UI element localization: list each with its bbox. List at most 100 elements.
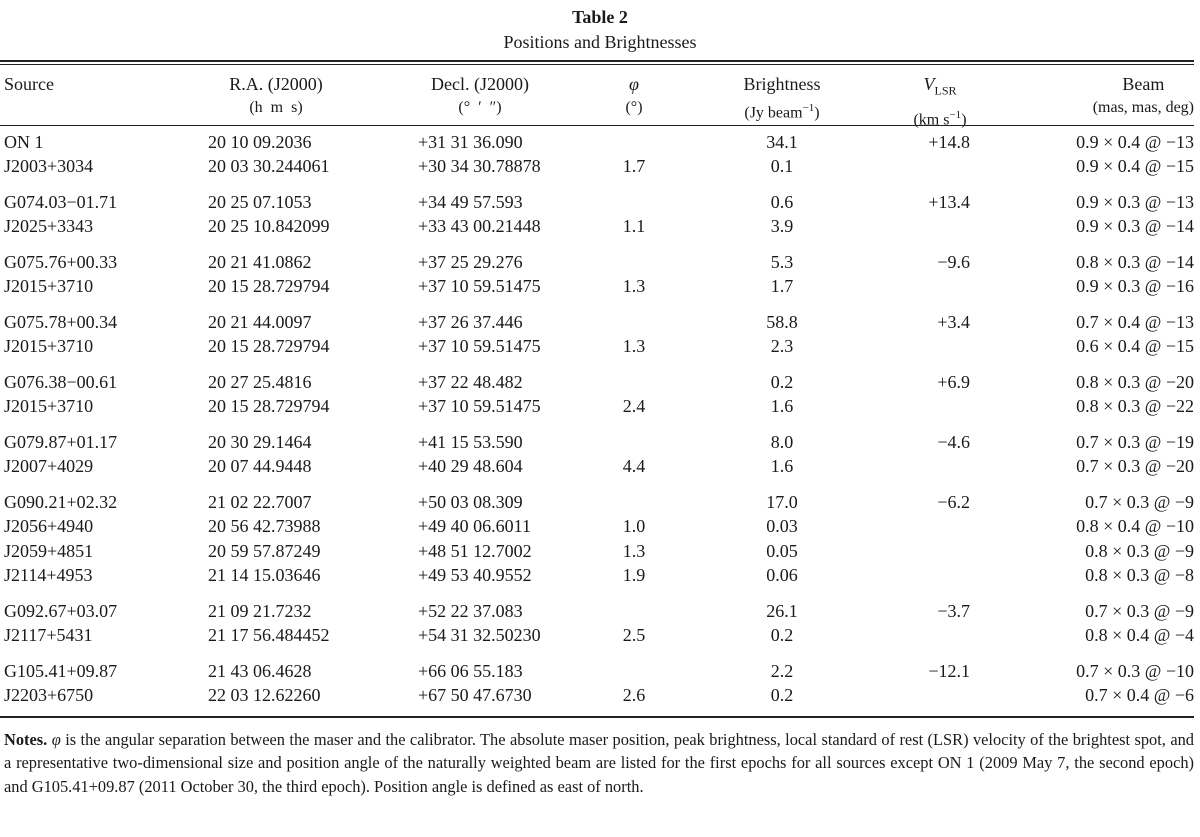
- dec-cell: +40 29 48.604: [418, 456, 523, 477]
- brightness-cell: 17.0: [766, 492, 798, 512]
- ra-cell: 20 07 44.9448: [208, 456, 312, 477]
- source-cell: G105.41+09.87: [4, 660, 118, 681]
- beam-cell: 0.8 × 0.4 @ −4: [1085, 624, 1194, 645]
- bottom-rule: [0, 716, 1194, 718]
- brightness-cell: 2.2: [770, 660, 794, 681]
- brightness-cell: 1.7: [770, 276, 794, 297]
- beam-cell: 0.9 × 0.3 @ −14: [1076, 216, 1194, 237]
- beam-cell: 0.9 × 0.4 @ −13: [1076, 132, 1194, 152]
- ra-cell: 20 10 09.2036: [208, 132, 312, 152]
- table-row: J2117+5431 21 17 56.484452 +54 31 32.50230…: [0, 623, 1200, 648]
- table-row: J2015+3710 20 15 28.729794 +37 10 59.51475…: [0, 274, 1200, 299]
- beam-cell: 0.7 × 0.3 @ −10: [1076, 660, 1194, 681]
- table-row: J2056+4940 20 56 42.73988 +49 40 06.6011 1.…: [0, 514, 1200, 539]
- vlsr-cell: −12.1: [928, 660, 970, 681]
- table-subtitle: Positions and Brightnesses: [503, 32, 697, 52]
- beam-cell: 0.7 × 0.4 @ −13: [1076, 312, 1194, 332]
- table-row: J2015+3710 20 15 28.729794 +37 10 59.51475…: [0, 394, 1200, 419]
- table-row: ON 1 20 10 09.2036 +31 31 36.090 34.1 +14.8 0…: [0, 130, 1200, 155]
- dec-cell: +37 26 37.446: [418, 312, 523, 332]
- table-row: J2015+3710 20 15 28.729794 +37 10 59.51475…: [0, 334, 1200, 359]
- table-row: J2007+4029 20 07 44.9448 +40 29 48.604 4.4 1…: [0, 454, 1200, 479]
- header-beam: Beam (mas, mas, deg): [1093, 72, 1194, 120]
- source-cell: G092.67+03.07: [4, 600, 118, 621]
- ra-cell: 21 17 56.484452: [208, 624, 330, 645]
- header-phi: φ (°): [604, 72, 664, 120]
- vlsr-cell: −9.6: [937, 252, 970, 272]
- table-notes: Notes. φ is the angular separation betwe…: [4, 728, 1194, 798]
- brightness-cell: 34.1: [766, 132, 798, 152]
- table-row: G075.76+00.33 20 21 41.0862 +37 25 29.276 5…: [0, 250, 1200, 275]
- brightness-cell: 2.3: [770, 336, 794, 357]
- source-cell: G074.03−01.71: [4, 192, 118, 212]
- source-cell: J2007+4029: [4, 456, 94, 477]
- beam-cell: 0.7 × 0.3 @ −9: [1085, 492, 1194, 512]
- beam-cell: 0.7 × 0.3 @ −9: [1085, 600, 1194, 621]
- source-cell: J2056+4940: [4, 516, 94, 537]
- dec-cell: +49 40 06.6011: [418, 516, 531, 537]
- table-row: G074.03−01.71 20 25 07.1053 +34 49 57.593 0…: [0, 190, 1200, 215]
- table-row: J2025+3343 20 25 10.842099 +33 43 00.21448…: [0, 214, 1200, 239]
- dec-cell: +49 53 40.9552: [418, 564, 532, 585]
- dec-cell: +41 15 53.590: [418, 432, 523, 452]
- dec-cell: +54 31 32.50230: [418, 624, 541, 645]
- brightness-cell: 0.2: [770, 624, 794, 645]
- brightness-cell: 8.0: [770, 432, 794, 452]
- ra-cell: 20 03 30.244061: [208, 156, 330, 177]
- header-dec: Decl. (J2000) (° ′ ″): [400, 72, 560, 120]
- ra-cell: 20 21 41.0862: [208, 252, 312, 272]
- header-ra: R.A. (J2000) (h m s): [196, 72, 356, 120]
- brightness-cell: 1.6: [770, 456, 794, 477]
- source-cell: ON 1: [4, 132, 44, 152]
- beam-cell: 0.8 × 0.3 @ −9: [1085, 540, 1194, 561]
- beam-cell: 0.8 × 0.3 @ −22: [1076, 396, 1194, 417]
- phi-cell: 4.4: [622, 456, 646, 477]
- beam-cell: 0.8 × 0.3 @ −20: [1076, 372, 1194, 392]
- phi-cell: 1.3: [622, 276, 646, 297]
- brightness-cell: 3.9: [770, 216, 794, 237]
- ra-cell: 21 09 21.7232: [208, 600, 312, 621]
- beam-cell: 0.8 × 0.4 @ −10: [1076, 516, 1194, 537]
- header-vlsr: VLSR (km s−1): [890, 72, 990, 132]
- table-row: J2003+3034 20 03 30.244061 +30 34 30.78878…: [0, 154, 1200, 179]
- phi-cell: 2.6: [622, 684, 646, 705]
- vlsr-cell: +3.4: [937, 312, 970, 332]
- phi-cell: 1.1: [622, 216, 646, 237]
- brightness-cell: 58.8: [766, 312, 798, 332]
- beam-cell: 0.7 × 0.3 @ −19: [1076, 432, 1194, 452]
- dec-cell: +50 03 08.309: [418, 492, 523, 512]
- phi-cell: 1.9: [622, 564, 646, 585]
- ra-cell: 20 25 10.842099: [208, 216, 330, 237]
- ra-cell: 20 21 44.0097: [208, 312, 312, 332]
- source-cell: J2015+3710: [4, 396, 94, 417]
- ra-cell: 20 27 25.4816: [208, 372, 312, 392]
- phi-cell: 1.0: [622, 516, 646, 537]
- brightness-cell: 0.06: [766, 564, 798, 585]
- source-cell: G090.21+02.32: [4, 492, 118, 512]
- dec-cell: +37 10 59.51475: [418, 396, 541, 417]
- dec-cell: +48 51 12.7002: [418, 540, 532, 561]
- table-row: G105.41+09.87 21 43 06.4628 +66 06 55.183 2…: [0, 659, 1200, 684]
- beam-cell: 0.6 × 0.4 @ −15: [1076, 336, 1194, 357]
- source-cell: G075.76+00.33: [4, 252, 118, 272]
- vlsr-cell: +6.9: [937, 372, 970, 392]
- ra-cell: 21 14 15.03646: [208, 564, 321, 585]
- header-phi-unit: (°): [625, 99, 643, 116]
- source-cell: J2117+5431: [4, 624, 93, 645]
- source-cell: G079.87+01.17: [4, 432, 118, 452]
- table-row: G092.67+03.07 21 09 21.7232 +52 22 37.083 2…: [0, 599, 1200, 624]
- brightness-cell: 0.2: [770, 684, 794, 705]
- source-cell: J2003+3034: [4, 156, 94, 177]
- dec-cell: +37 22 48.482: [418, 372, 523, 392]
- source-cell: J2059+4851: [4, 540, 94, 561]
- ra-cell: 20 15 28.729794: [208, 396, 330, 417]
- ra-cell: 22 03 12.62260: [208, 684, 321, 705]
- beam-cell: 0.7 × 0.3 @ −20: [1076, 456, 1194, 477]
- ra-cell: 21 43 06.4628: [208, 660, 312, 681]
- source-cell: J2114+4953: [4, 564, 93, 585]
- dec-cell: +33 43 00.21448: [418, 216, 541, 237]
- ra-cell: 21 02 22.7007: [208, 492, 312, 512]
- phi-cell: 2.5: [622, 624, 646, 645]
- header-dec-unit: (° ′ ″): [458, 99, 502, 116]
- brightness-cell: 26.1: [766, 600, 798, 621]
